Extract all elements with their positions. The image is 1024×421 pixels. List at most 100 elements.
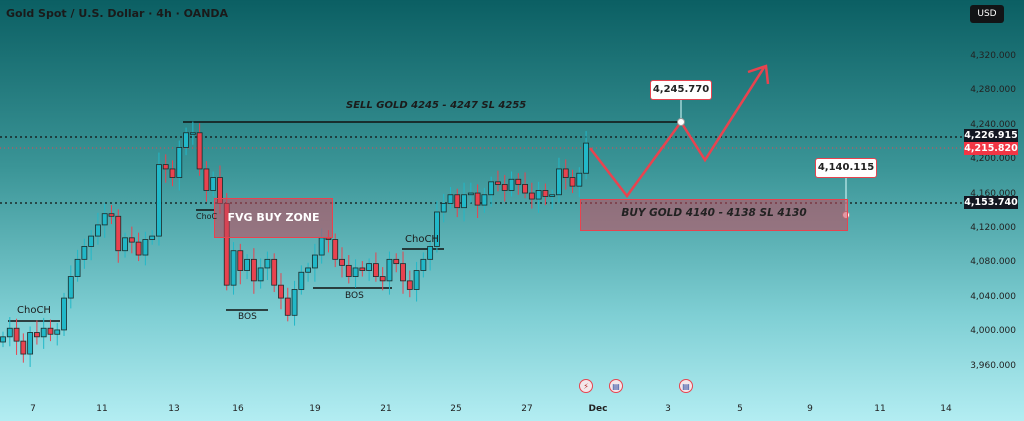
price-tick: 4,040.000 — [970, 291, 1016, 302]
candle-body — [40, 327, 47, 338]
buy-zone: BUY GOLD 4140 - 4138 SL 4130 — [580, 199, 848, 231]
chart-title: Gold Spot / U.S. Dollar · 4h · OANDA — [6, 7, 229, 20]
candle-body — [359, 267, 366, 271]
candle-body — [501, 184, 508, 191]
time-tick: 21 — [380, 404, 392, 414]
candle-body — [54, 329, 61, 335]
candle-body — [474, 192, 481, 206]
candle-body — [379, 276, 386, 282]
candle-body — [481, 194, 488, 206]
candle-body — [393, 258, 400, 265]
time-tick: 9 — [807, 404, 813, 414]
candle-body — [400, 263, 406, 282]
candle-body — [447, 194, 454, 204]
candle-body — [189, 132, 196, 135]
time-tick: 5 — [737, 404, 743, 414]
candle-body — [488, 181, 495, 196]
lightning-icon[interactable]: ⚡ — [579, 379, 593, 393]
candle-body — [440, 202, 447, 213]
bos-label: BOS — [345, 291, 364, 301]
candle-body — [203, 168, 210, 191]
candle-body — [81, 246, 88, 260]
candle-body — [142, 239, 149, 256]
price-tick: 4,000.000 — [970, 326, 1016, 337]
us-flag-icon[interactable]: ▤ — [679, 379, 693, 393]
candle-body — [311, 254, 318, 269]
candle-body — [210, 177, 217, 191]
candle-body — [522, 184, 528, 194]
time-tick: Dec — [588, 404, 608, 414]
candle-body — [250, 258, 257, 282]
candle-body — [0, 336, 6, 343]
time-tick: 3 — [665, 404, 671, 414]
us-flag-icon[interactable]: ▤ — [609, 379, 623, 393]
price-label-last: 4,226.915 — [964, 129, 1018, 142]
candle-body — [88, 235, 95, 247]
time-tick: 11 — [96, 404, 108, 414]
time-tick: 14 — [940, 404, 952, 414]
candle-body — [13, 327, 20, 342]
candle-body — [549, 194, 556, 197]
candle-body — [495, 181, 501, 185]
price-tick: 3,960.000 — [970, 360, 1016, 371]
price-tick: 4,200.000 — [970, 154, 1016, 165]
candle-body — [176, 147, 183, 178]
buy-price-label[interactable]: 4,140.115 — [815, 158, 877, 178]
candle-body — [467, 192, 474, 196]
candle-body — [406, 280, 413, 290]
candle-body — [454, 194, 461, 209]
candle-body — [284, 297, 291, 316]
candle-body — [101, 213, 108, 226]
candle-body — [461, 194, 467, 209]
candle-body — [366, 263, 373, 271]
choch-label: ChoCH — [405, 234, 439, 245]
candle-body — [34, 332, 40, 338]
candle-body — [169, 168, 176, 178]
choch-label: ChoC — [196, 212, 218, 221]
candle-body — [576, 172, 583, 187]
time-tick: 19 — [309, 404, 321, 414]
candle-body — [386, 258, 393, 282]
price-label-level: 4,153.740 — [964, 196, 1018, 209]
target-price-label[interactable]: 4,245.770 — [650, 80, 712, 100]
price-tick: 4,120.000 — [970, 223, 1016, 233]
candle-body — [325, 237, 332, 240]
candle-body — [67, 276, 74, 299]
candle-body — [183, 132, 189, 148]
price-label-current: 4,215.820 — [964, 142, 1018, 155]
price-tick: 4,240.000 — [970, 119, 1016, 130]
arrow-head-icon — [747, 64, 770, 85]
candle-body — [6, 327, 13, 338]
buy-label: BUY GOLD 4140 - 4138 SL 4130 — [621, 207, 807, 219]
price-tick: 4,080.000 — [970, 257, 1016, 268]
fvg-label: FVG BUY ZONE — [227, 211, 320, 224]
time-tick: 25 — [450, 404, 462, 414]
candle-body — [318, 237, 325, 256]
time-tick: 7 — [30, 404, 36, 414]
currency-button[interactable]: USD — [970, 5, 1004, 23]
fvg-buy-zone: FVG BUY ZONE — [214, 198, 333, 238]
candle-body — [542, 190, 549, 197]
candle-body — [556, 168, 562, 196]
candle-body — [128, 237, 135, 243]
candle-body — [420, 258, 427, 271]
candle-body — [244, 258, 250, 271]
candle-body — [271, 258, 278, 286]
candle-body — [264, 258, 271, 269]
candle-body — [108, 213, 115, 217]
candle-body — [569, 177, 576, 187]
price-tick: 4,280.000 — [970, 85, 1016, 96]
candle-body — [515, 178, 522, 185]
candle-body — [115, 215, 122, 252]
candle-body — [95, 224, 101, 237]
candle-body — [305, 267, 312, 273]
candle-body — [162, 164, 169, 170]
candle-body — [345, 264, 352, 277]
candle-body — [47, 327, 54, 335]
candle-body — [20, 340, 27, 355]
candle-body — [434, 211, 440, 247]
candle-body — [278, 284, 284, 299]
candle-body — [413, 270, 420, 290]
candle-body — [372, 263, 379, 277]
